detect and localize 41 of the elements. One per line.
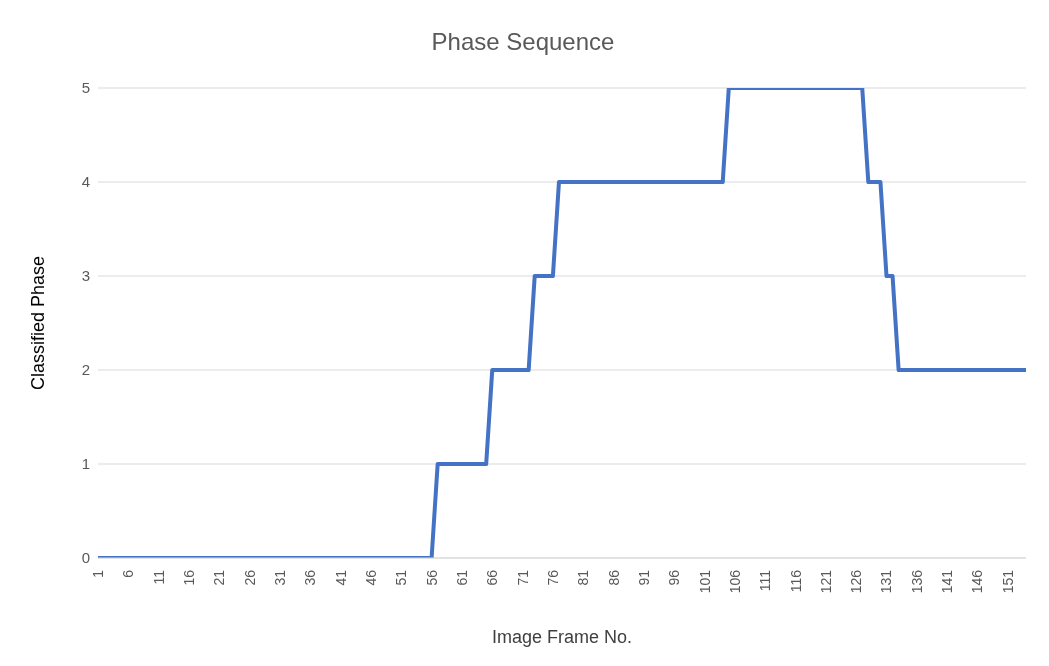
x-tick-label: 136	[908, 569, 925, 594]
x-tick-label: 51	[393, 569, 410, 586]
x-tick-label: 96	[666, 569, 683, 586]
x-tick-label: 31	[271, 569, 288, 586]
y-tick-label: 2	[81, 361, 90, 379]
x-tick-label: 21	[211, 569, 228, 586]
x-tick-label: 76	[544, 569, 561, 586]
x-axis-title: Image Frame No.	[491, 627, 633, 647]
x-tick-label: 26	[241, 569, 258, 586]
x-tick-label: 151	[999, 569, 1016, 594]
x-tick-label: 126	[848, 569, 865, 594]
y-tick-label: 4	[81, 173, 90, 191]
y-tick-label: 3	[81, 267, 90, 285]
x-tick-label: 11	[150, 569, 167, 585]
x-tick-label: 66	[484, 569, 501, 586]
chart-title: Phase Sequence	[430, 27, 616, 57]
x-tick-label: 106	[726, 569, 743, 594]
x-tick-label: 141	[939, 569, 956, 594]
x-tick-label: 46	[362, 569, 379, 586]
x-tick-label: 101	[696, 569, 713, 594]
x-tick-label: 131	[878, 569, 895, 594]
y-tick-label: 0	[81, 549, 90, 567]
y-tick-label: 5	[81, 79, 90, 97]
x-tick-label: 61	[453, 569, 470, 586]
x-tick-label: 56	[423, 569, 440, 586]
line-series	[96, 88, 1028, 558]
x-tick-label: 16	[180, 569, 197, 586]
x-tick-label: 91	[635, 569, 652, 586]
x-tick-label: 81	[575, 569, 592, 586]
x-tick-label: 116	[787, 569, 804, 593]
x-tick-label: 71	[514, 569, 531, 586]
x-tick-label: 86	[605, 569, 622, 586]
x-tick-label: 41	[332, 569, 349, 586]
x-tick-label: 111	[757, 569, 774, 592]
x-tick-label: 36	[302, 569, 319, 586]
x-tick-label: 1	[90, 569, 106, 578]
y-tick-label: 1	[81, 455, 90, 473]
y-axis-title: Classified Phase	[28, 255, 49, 391]
x-tick-label: 6	[120, 569, 137, 578]
x-tick-label: 121	[817, 569, 834, 594]
x-tick-label: 146	[969, 569, 986, 594]
